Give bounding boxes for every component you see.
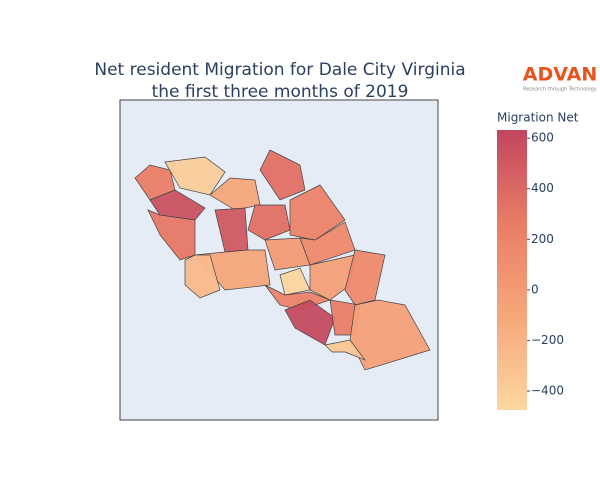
colorbar-tick-label: 600 [531, 131, 554, 145]
region [289, 184, 346, 241]
colorbar-scale [497, 130, 527, 410]
logo: ADVAN [523, 64, 598, 86]
chart-title: Net resident Migration for Dale City Vir… [94, 60, 465, 80]
region [149, 189, 206, 221]
region [194, 249, 271, 291]
region [134, 164, 176, 201]
colorbar-title: Migration Net [497, 111, 579, 125]
region [247, 204, 291, 241]
chart-title: the first three months of 2019 [152, 82, 409, 102]
region [259, 149, 306, 201]
region [299, 221, 356, 266]
region [164, 156, 226, 196]
colorbar: 600 400 200 0 −200 −400 [497, 130, 564, 410]
colorbar-tick-label: 400 [531, 181, 554, 195]
colorbar-tick-label: −400 [531, 384, 564, 398]
logo-tagline: Research through Technology [523, 87, 597, 93]
colorbar-tick-label: 200 [531, 232, 554, 246]
map [134, 149, 431, 371]
region [309, 254, 356, 301]
region [209, 177, 261, 211]
region [324, 339, 367, 361]
colorbar-tick-label: 0 [531, 282, 539, 296]
region [184, 254, 221, 299]
colorbar-tick-label: −200 [531, 333, 564, 347]
region [284, 299, 336, 346]
